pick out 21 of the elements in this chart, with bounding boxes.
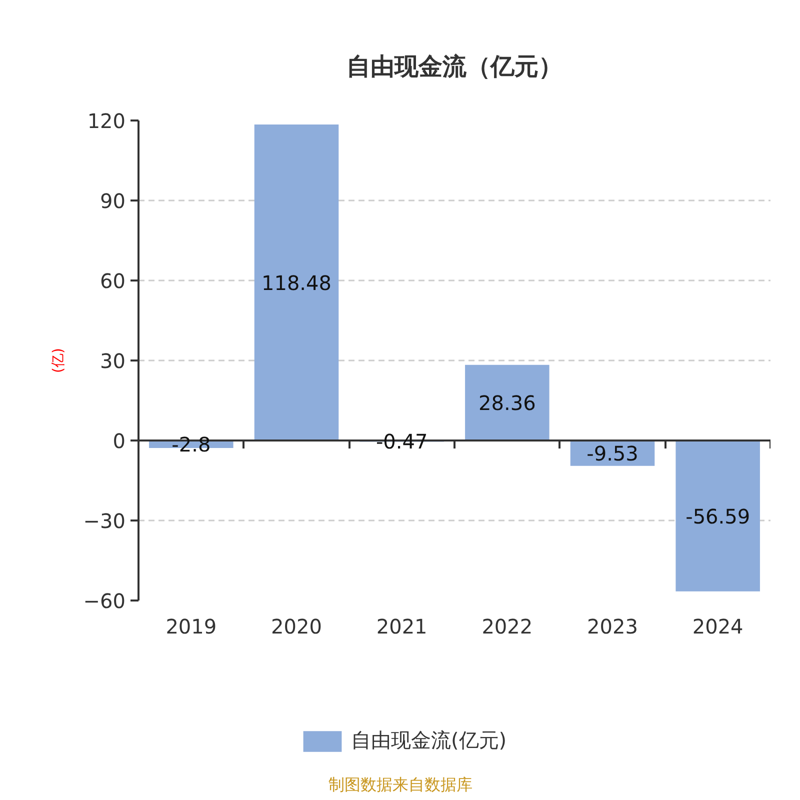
data-label: 28.36 bbox=[478, 391, 536, 416]
y-tick-label: 60 bbox=[100, 269, 126, 293]
chart-title: 自由现金流（亿元） bbox=[346, 52, 562, 80]
text: 制图数据来自数据库 bbox=[328, 775, 472, 794]
legend-label: 自由现金流(亿元) bbox=[351, 727, 507, 754]
x-tick-label: 2021 bbox=[376, 614, 428, 638]
x-tick-label: 2022 bbox=[482, 614, 533, 638]
y-tick-label: 120 bbox=[87, 109, 126, 133]
y-tick-label: 90 bbox=[100, 189, 126, 213]
x-tick-label: 2024 bbox=[692, 614, 744, 638]
data-label: -9.53 bbox=[586, 442, 638, 466]
y-tick-label: −30 bbox=[83, 509, 126, 533]
x-tick-label: 2019 bbox=[166, 614, 217, 638]
data-label: -56.59 bbox=[686, 504, 750, 528]
y-tick-label: 30 bbox=[100, 349, 126, 373]
y-tick-label: 0 bbox=[112, 429, 126, 453]
data-label: 118.48 bbox=[262, 271, 332, 296]
x-tick-label: 2023 bbox=[587, 614, 638, 638]
y-axis-title: (亿) bbox=[50, 348, 66, 373]
y-tick-label: −60 bbox=[83, 589, 126, 613]
x-tick-label: 2020 bbox=[271, 614, 322, 638]
